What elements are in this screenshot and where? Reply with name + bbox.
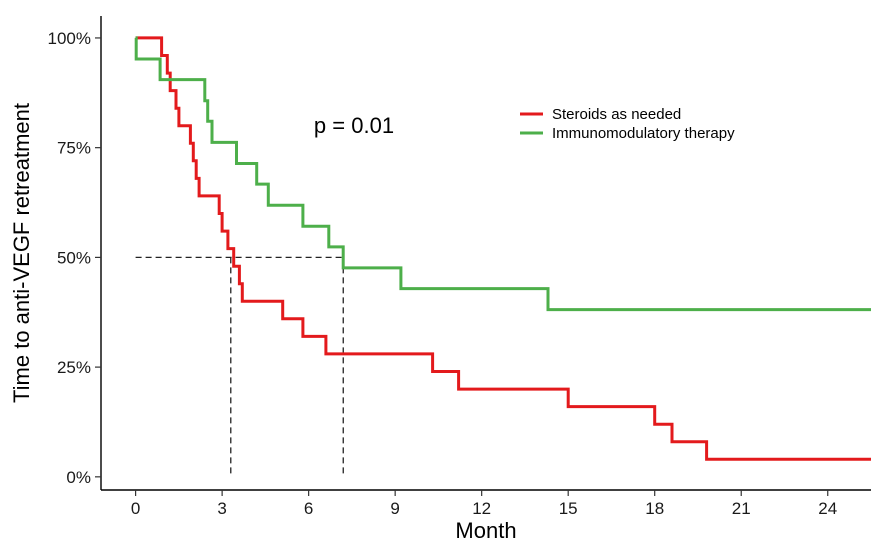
y-tick-label: 25%	[57, 358, 91, 377]
x-tick-label: 12	[472, 499, 491, 518]
x-tick-label: 15	[559, 499, 578, 518]
x-tick-label: 6	[304, 499, 313, 518]
y-tick-label: 100%	[48, 29, 91, 48]
y-tick-label: 75%	[57, 139, 91, 158]
legend: Steroids as needed Immunomodulatory ther…	[520, 106, 735, 142]
y-ticks: 0% 25% 50% 75% 100%	[48, 29, 101, 487]
p-value-annotation: p = 0.01	[314, 113, 394, 138]
y-axis-title: Time to anti-VEGF retreatment	[9, 103, 34, 403]
x-tick-label: 0	[131, 499, 140, 518]
x-ticks: 0 3 6 9 12 15 18 21 24	[131, 490, 837, 518]
median-lines	[135, 256, 344, 477]
y-tick-label: 0%	[66, 468, 91, 487]
x-axis-title: Month	[455, 518, 516, 543]
x-tick-label: 21	[732, 499, 751, 518]
x-tick-label: 24	[818, 499, 837, 518]
axes	[100, 16, 871, 491]
x-tick-label: 9	[390, 499, 399, 518]
series-line-1	[134, 36, 871, 312]
legend-label-immunomodulatory: Immunomodulatory therapy	[552, 125, 735, 142]
survival-curves	[134, 36, 871, 461]
legend-label-steroids: Steroids as needed	[552, 106, 681, 123]
y-tick-label: 50%	[57, 248, 91, 267]
x-tick-label: 18	[645, 499, 664, 518]
series-line-0	[135, 36, 871, 461]
x-tick-label: 3	[217, 499, 226, 518]
